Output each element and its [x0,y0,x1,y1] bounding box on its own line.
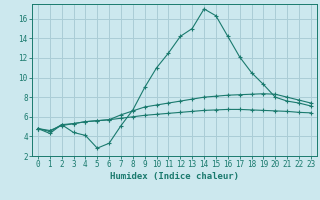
X-axis label: Humidex (Indice chaleur): Humidex (Indice chaleur) [110,172,239,181]
